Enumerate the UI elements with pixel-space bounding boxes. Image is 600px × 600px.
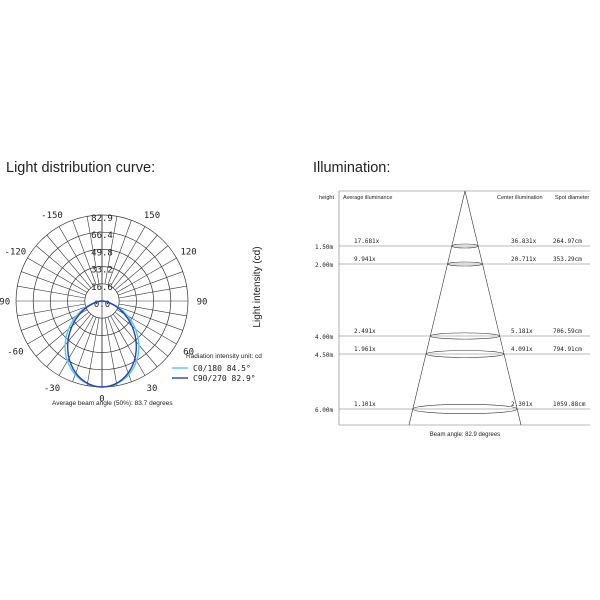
polar-spoke [58, 315, 94, 376]
row-center: 2.301x [511, 401, 533, 408]
row-center: 36.831x [511, 238, 537, 245]
row-average: 1.961x [354, 346, 376, 353]
row-height: 6.00m [315, 407, 333, 414]
polar-spoke [35, 245, 90, 291]
polar-spoke [86, 317, 100, 386]
beam-left-edge [408, 190, 466, 426]
polar-spoke [110, 315, 146, 376]
light-distribution-heading: Light distribution curve: [6, 160, 156, 176]
row-spot: 794.91cm [553, 346, 582, 353]
legend-c0-label: C0/180 84.5° [193, 364, 251, 373]
polar-spoke [118, 271, 183, 296]
polar-spoke [104, 216, 118, 285]
polar-spoke [21, 306, 86, 331]
radial-tick-label: 82.9 [91, 214, 113, 224]
row-average: 2.491x [354, 328, 376, 335]
row-spot: 706.59cm [553, 328, 582, 335]
angle-label-neg60: -60 [7, 348, 23, 358]
polar-spoke [17, 285, 86, 299]
radial-tick-label: 49.8 [91, 248, 113, 258]
spot-ellipse [429, 332, 501, 340]
row-average: 17.681x [354, 238, 380, 245]
polar-spoke [72, 317, 97, 382]
angle-label-neg150: -150 [41, 211, 63, 221]
angle-label-neg30: -30 [44, 384, 60, 394]
polar-spoke [46, 313, 92, 368]
header-height: height [319, 195, 334, 201]
polar-spoke [104, 317, 118, 386]
row-height: 4.50m [315, 352, 333, 359]
angle-label-60: 60 [183, 348, 194, 358]
spot-ellipse [425, 350, 505, 358]
polar-spoke [114, 245, 169, 291]
angle-label-neg120: -120 [5, 248, 27, 258]
row-center: 20.711x [511, 256, 537, 263]
row-spot: 1059.88cm [553, 401, 586, 408]
row-average: 1.101x [354, 401, 376, 408]
row-height: 2.00m [315, 262, 333, 269]
polar-spoke [35, 311, 90, 357]
polar-chart: 82.9 66.4 49.8 33.2 16.6 0.0 -150 150 -120 120 -90… [0, 211, 263, 407]
radial-tick-label: 66.4 [91, 231, 113, 241]
polar-spoke [107, 317, 132, 382]
polar-spoke [21, 271, 86, 296]
polar-spoke [86, 216, 100, 285]
illumination-chart: height Average illuminance Center illumina… [315, 190, 590, 438]
polar-ylabel: Light intensity (cd) [252, 246, 263, 327]
unit-note: Radiation intensity unit: cd [186, 353, 262, 360]
angle-label-0: 0 [99, 395, 104, 405]
polar-spoke [112, 234, 158, 289]
polar-spoke [17, 303, 86, 317]
radial-tick-label: 0.0 [94, 300, 110, 310]
polar-spoke [114, 311, 169, 357]
row-center: 4.091x [511, 346, 533, 353]
illumination-heading: Illumination: [313, 160, 391, 176]
polar-spoke [107, 220, 132, 285]
polar-spoke [118, 285, 187, 299]
row-spot: 264.97cm [553, 238, 582, 245]
angle-label-neg90: -90 [0, 298, 10, 308]
polar-spoke [112, 313, 158, 368]
radial-tick-label: 33.2 [91, 266, 113, 276]
polar-spoke [118, 303, 187, 317]
legend-c90-label: C90/270 82.9° [193, 374, 256, 383]
angle-label-150: 150 [144, 211, 160, 221]
polar-spoke [72, 220, 97, 285]
average-beam-note: Average beam angle (50%): 83.7 degrees [52, 400, 173, 407]
polar-spoke [118, 306, 183, 331]
radial-tick-label: 16.6 [91, 283, 113, 293]
angle-label-30: 30 [147, 384, 158, 394]
angle-label-90: 90 [197, 298, 208, 308]
beam-right-edge [464, 190, 522, 426]
beam-angle-note: Beam angle: 82.9 degrees [430, 432, 500, 438]
polar-spoke [27, 257, 88, 293]
spot-ellipse [447, 261, 483, 267]
angle-label-120: 120 [180, 248, 196, 258]
series-c90-270-curve [66, 300, 138, 388]
row-height: 4.00m [315, 334, 333, 341]
spot-ellipse [451, 243, 479, 249]
row-average: 9.941x [354, 256, 376, 263]
polar-spoke [46, 234, 92, 289]
polar-spoke [58, 226, 94, 287]
header-average: Average illuminance [343, 195, 392, 201]
header-spot: Spot diameter [555, 195, 589, 201]
header-center: Center illumination [497, 195, 543, 201]
row-spot: 353.29cm [553, 256, 582, 263]
row-height: 1.50m [315, 244, 333, 251]
polar-spoke [110, 226, 146, 287]
row-center: 5.181x [511, 328, 533, 335]
spot-ellipse [412, 404, 518, 414]
polar-spoke [116, 257, 177, 293]
